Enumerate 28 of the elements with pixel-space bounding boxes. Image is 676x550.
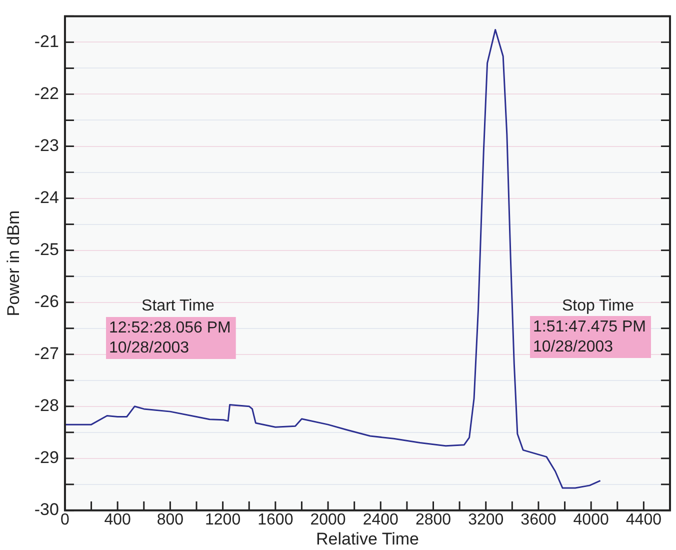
x-tick-label: 0 — [60, 511, 70, 528]
y-tick-label: -30 — [34, 500, 59, 520]
y-tick-label: -28 — [34, 396, 59, 416]
x-tick-label: 2000 — [310, 511, 346, 528]
x-tick-label: 2800 — [415, 511, 452, 528]
y-tick-label: -27 — [34, 344, 59, 364]
annotation: Start Time — [142, 297, 215, 314]
y-tick-label: -24 — [34, 188, 59, 207]
y-tick-label: -25 — [34, 240, 59, 259]
x-tick-label: 4000 — [573, 511, 609, 528]
x-tick-label: 3200 — [468, 511, 504, 528]
y-tick-label: -21 — [34, 32, 59, 51]
y-tick-label: -23 — [34, 136, 59, 155]
x-tick-label: 4400 — [626, 511, 662, 528]
y-tick-label: -26 — [34, 292, 59, 312]
y-axis-title: Power in dBm — [4, 210, 23, 316]
x-tick-label: 1600 — [258, 511, 294, 528]
x-tick-label: 1200 — [205, 511, 241, 528]
y-tick-label: -29 — [34, 448, 59, 468]
annotation: 1:51:47.475 PM 10/28/2003 — [533, 318, 646, 356]
y-tick-label: -22 — [34, 84, 59, 103]
annotation: Stop Time — [562, 297, 634, 314]
annotation: 12:52:28.056 PM 10/28/2003 — [109, 319, 231, 356]
x-tick-label: 3600 — [520, 511, 556, 528]
x-tick-label: 800 — [156, 511, 184, 528]
x-axis-title: Relative Time — [316, 529, 419, 548]
x-tick-label: 400 — [104, 511, 132, 528]
x-tick-label: 2400 — [362, 511, 399, 528]
